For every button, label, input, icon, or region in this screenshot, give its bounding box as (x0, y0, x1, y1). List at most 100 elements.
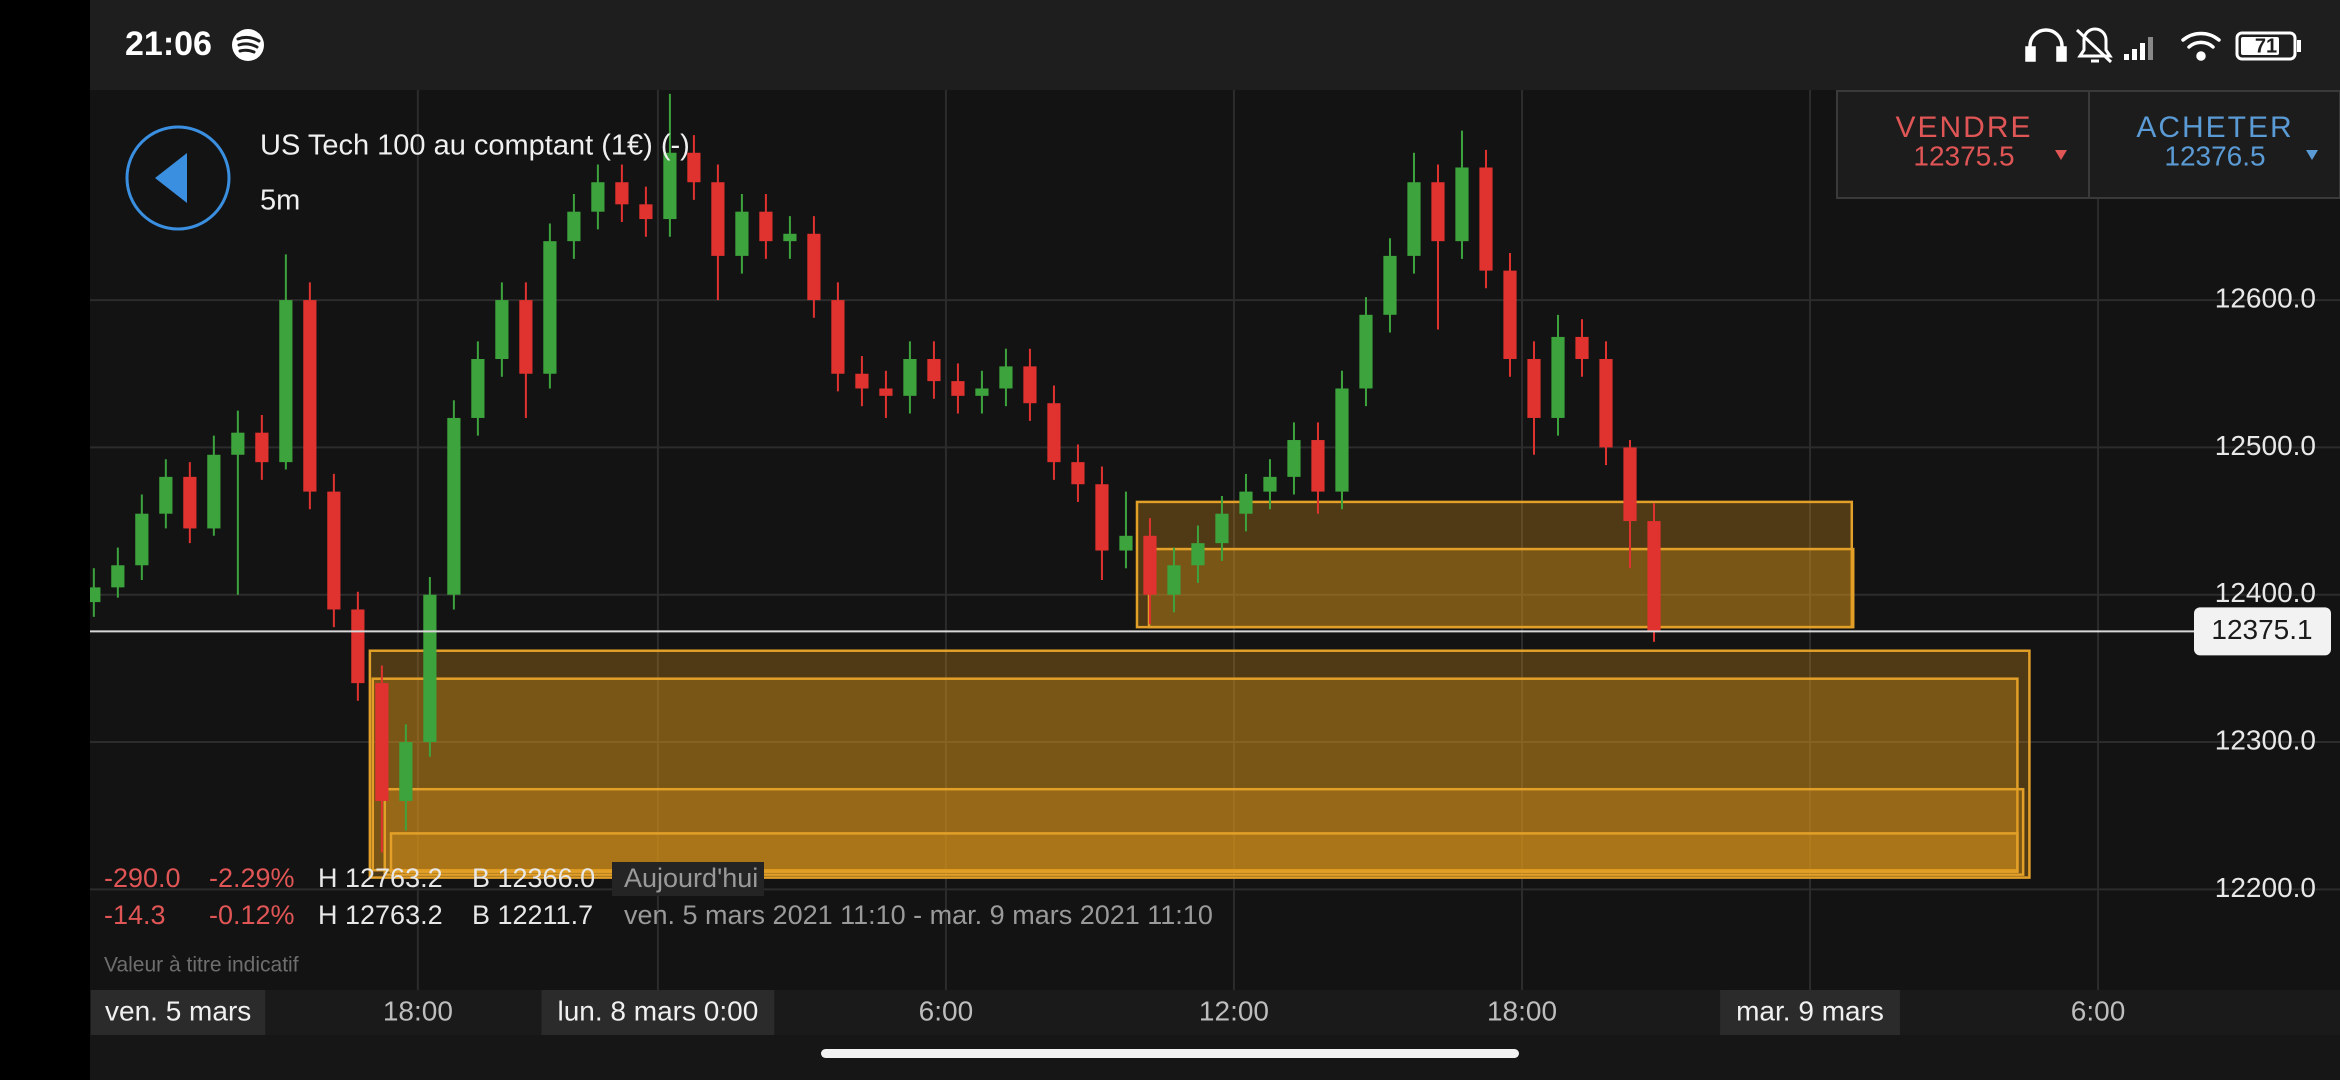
zone (368, 649, 2031, 879)
candle-body (735, 211, 749, 256)
headphones-icon (2025, 28, 2067, 62)
candle-body (90, 587, 101, 603)
y-tick-label: 12400.0 (2215, 577, 2316, 608)
candle-body (1335, 388, 1349, 492)
candle-body (903, 359, 917, 396)
axes: 12200.0 12300.0 12400.0 12500.0 12600.0 18:00… (90, 282, 2331, 1035)
zone (1135, 500, 1854, 629)
candle-body (759, 211, 773, 242)
sell-label[interactable]: VENDRE (1895, 111, 2032, 144)
candle-body (1119, 535, 1133, 551)
candle-body (1647, 521, 1661, 632)
candle-body (591, 182, 605, 212)
spotify-icon (232, 29, 264, 61)
candle-body (375, 683, 389, 801)
candle-body (1215, 513, 1229, 544)
sell-button[interactable]: VENDRE 12375.5 (1895, 111, 2067, 171)
candle-body (567, 211, 581, 242)
x-tick-label: lun. 8 mars 0:00 (558, 995, 759, 1026)
candle-body (1527, 359, 1541, 418)
candle-body (1431, 182, 1445, 242)
candle-body (687, 152, 701, 183)
stat-high: H 12763.2 (318, 900, 443, 930)
disclaimer: Valeur à titre indicatif (104, 954, 299, 977)
candle-body (1263, 476, 1277, 492)
quote-box (1836, 90, 2340, 199)
candle-body (519, 300, 533, 374)
back-button-ring[interactable] (125, 125, 231, 231)
stat-change-pct: -0.12% (209, 900, 295, 930)
x-tick-label: 6:00 (919, 995, 974, 1026)
candle-body (999, 366, 1013, 389)
x-tick-label: mar. 9 mars (1736, 995, 1884, 1026)
candle-body (711, 182, 725, 256)
y-tick-label: 12500.0 (2215, 430, 2316, 461)
candle-body (1023, 366, 1037, 404)
candle-body (183, 476, 197, 529)
signal-icon (2124, 37, 2153, 60)
candle-body (423, 594, 437, 743)
candle-body (1623, 447, 1637, 522)
wifi-icon (2181, 31, 2221, 61)
candle-body (855, 373, 869, 389)
candle-body (807, 233, 821, 301)
candle-body (471, 359, 485, 418)
buy-button[interactable]: ACHETER 12376.5 (2136, 111, 2318, 171)
candle-body (1167, 565, 1181, 595)
buy-label[interactable]: ACHETER (2136, 111, 2293, 144)
candle-body (1455, 167, 1469, 242)
stat-low: B 12211.7 (472, 900, 593, 930)
sell-price[interactable]: 12375.5 (1913, 140, 2014, 171)
candle-body (1503, 270, 1517, 360)
candle-body (495, 300, 509, 360)
battery-icon: 71 (2235, 31, 2301, 61)
back-button[interactable] (125, 125, 231, 231)
candle-body (1479, 167, 1493, 271)
y-tick-label: 12300.0 (2215, 724, 2316, 755)
candle-body (207, 454, 221, 529)
candle-body (255, 432, 269, 463)
candle-body (1383, 255, 1397, 315)
battery-level: 71 (2255, 35, 2277, 57)
buy-price[interactable]: 12376.5 (2164, 140, 2265, 171)
candle-body (327, 491, 341, 610)
y-tick-label: 12200.0 (2215, 872, 2316, 903)
candle-body (1311, 440, 1325, 492)
candle-body (351, 609, 365, 684)
x-tick-label-box (1720, 990, 1900, 1035)
candle-body (543, 241, 557, 374)
zone (1147, 547, 1855, 629)
candle-body (111, 565, 125, 588)
instrument-title: US Tech 100 au comptant (1€) (-) (260, 130, 690, 162)
candle-body (1359, 314, 1373, 389)
status-bar (90, 0, 2340, 90)
home-indicator[interactable] (821, 1049, 1519, 1058)
candle-body (135, 513, 149, 566)
clock: 21:06 (125, 25, 212, 63)
candle-body (1071, 462, 1085, 485)
candle-body (1047, 403, 1061, 463)
x-axis-band (90, 990, 2340, 1035)
candle-body (951, 381, 965, 396)
candle-body (1551, 336, 1565, 418)
back-arrow[interactable] (155, 153, 187, 203)
timeframe[interactable]: 5m (260, 185, 300, 217)
candle-body (231, 432, 245, 455)
zone (383, 787, 2025, 876)
candle-body (1599, 359, 1613, 448)
x-tick-label-box (541, 990, 775, 1035)
today-badge (612, 862, 764, 896)
muted-bell-icon (2075, 27, 2113, 64)
x-date-label-box (91, 990, 266, 1035)
stat-period: ven. 5 mars 2021 11:10 - mar. 9 mars 202… (624, 900, 1213, 930)
x-date-label: ven. 5 mars (105, 995, 251, 1026)
candle-body (783, 233, 797, 242)
stat-change: -290.0 (104, 863, 181, 893)
y-tick-label: 12600.0 (2215, 282, 2316, 313)
chart-background (90, 90, 2340, 990)
zone (371, 677, 2019, 872)
candle-body (639, 204, 653, 220)
candle-body (1407, 182, 1421, 256)
